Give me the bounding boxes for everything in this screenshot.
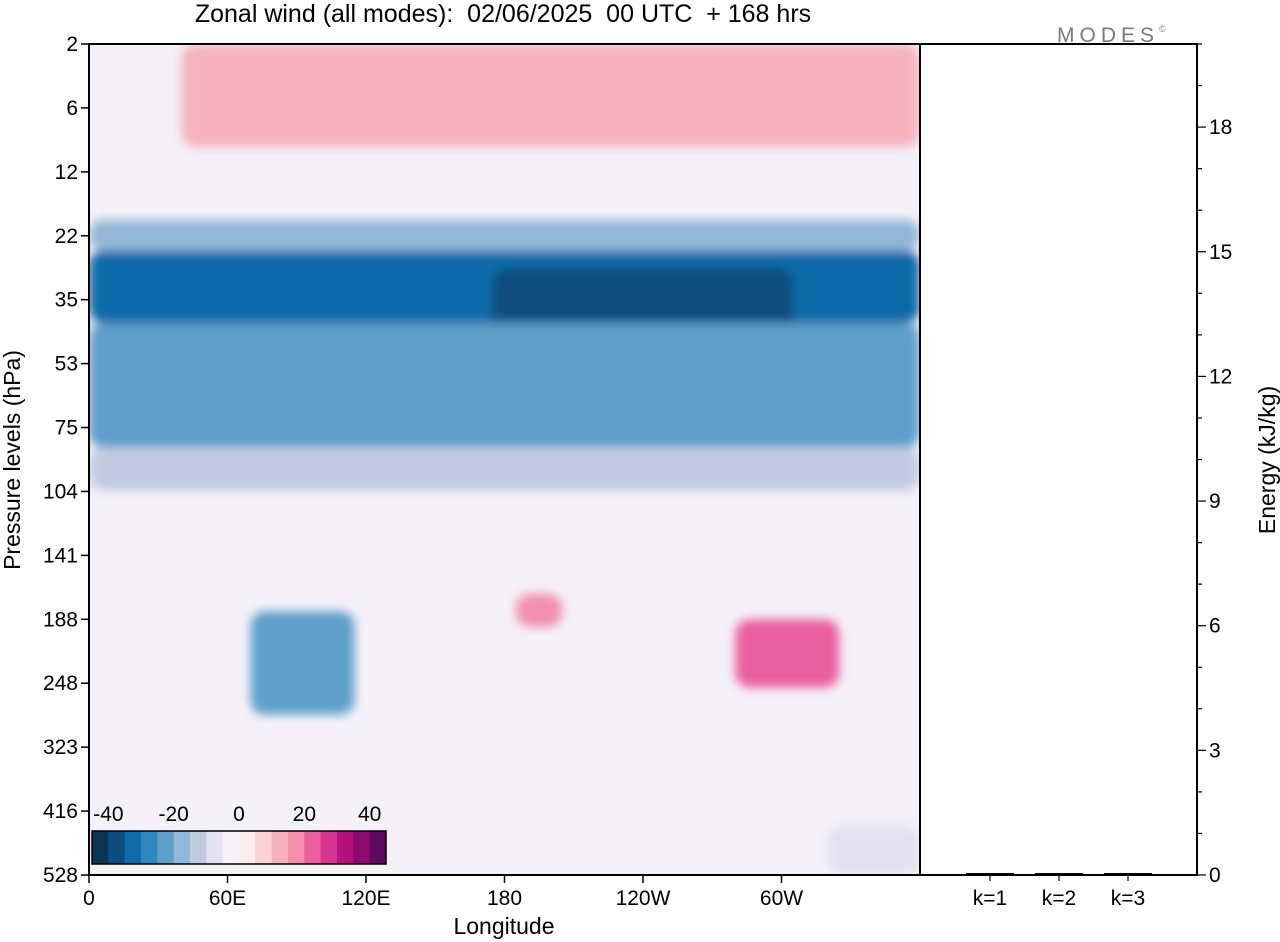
y-tick-label: 75 xyxy=(55,417,78,440)
chart-title: Zonal wind (all modes): 02/06/2025 00 UT… xyxy=(195,0,811,28)
colorbar-cell xyxy=(288,831,305,864)
colorbar-label: 0 xyxy=(233,803,245,826)
x-tick-label: 180 xyxy=(487,887,522,910)
x-tick-label: 60E xyxy=(209,887,246,910)
y-tick-label: 528 xyxy=(43,864,78,887)
y-tick-label: 323 xyxy=(43,736,78,759)
colorbar-cell xyxy=(304,831,322,864)
colorbar-cell xyxy=(206,831,224,864)
y-tick-label: 22 xyxy=(55,225,78,248)
colorbar-label: 20 xyxy=(293,803,316,826)
energy-tick-label: 6 xyxy=(1209,615,1221,638)
colorbar-label: -20 xyxy=(158,803,188,826)
y-tick-label: 12 xyxy=(55,161,78,184)
modes-logo: MODES© xyxy=(1057,24,1166,47)
y-tick-label: 53 xyxy=(55,353,78,376)
colorbar-label: 40 xyxy=(358,803,381,826)
colorbar-label: -40 xyxy=(93,803,123,826)
x-tick-label: 0 xyxy=(83,887,95,910)
wind-feature-9 xyxy=(827,825,920,875)
colorbar-cells xyxy=(92,831,387,864)
colorbar: -40 -20 0 20 40 xyxy=(91,803,387,865)
x-axis-label: Longitude xyxy=(453,913,554,939)
energy-bar xyxy=(966,873,1014,875)
energy-panel-frame xyxy=(919,43,1198,876)
colorbar-cell xyxy=(255,831,273,864)
colorbar-cell xyxy=(173,831,191,864)
y-tick-label: 416 xyxy=(43,800,78,823)
y-tick-label: 141 xyxy=(43,544,78,567)
energy-axis: 0 3 6 9 12 15 18 xyxy=(1197,43,1232,887)
energy-tick-label: 15 xyxy=(1209,241,1232,264)
energy-tick-label: 12 xyxy=(1209,365,1232,388)
colorbar-cell xyxy=(320,831,338,864)
colorbar-cell xyxy=(222,831,240,864)
colorbar-cell xyxy=(108,831,126,864)
energy-tick-label: 0 xyxy=(1209,864,1221,887)
y-tick-label: 2 xyxy=(66,33,78,56)
colorbar-cell xyxy=(141,831,158,864)
y-tick-label: 104 xyxy=(43,480,78,503)
energy-tick-label: 3 xyxy=(1209,739,1221,762)
colorbar-labels: -40 -20 0 20 40 xyxy=(93,803,381,826)
wind-feature-0 xyxy=(89,219,920,251)
colorbar-cell xyxy=(190,831,207,864)
modes-logo-mark: © xyxy=(1159,24,1166,34)
heatmap-cells xyxy=(89,44,920,875)
x-tick-label: 120E xyxy=(341,887,390,910)
energy-tick-label: 9 xyxy=(1209,490,1221,513)
colorbar-frame xyxy=(91,830,387,865)
x-tick-label: 120W xyxy=(616,887,671,910)
y-axis: 2 6 12 22 35 53 75 104 141 188 248 323 416 528 xyxy=(43,33,89,887)
y-tick-label: 248 xyxy=(43,672,78,695)
wind-feature-3 xyxy=(89,322,920,448)
energy-tick-label: 18 xyxy=(1209,116,1232,139)
y-tick-label: 6 xyxy=(66,97,78,120)
colorbar-cell xyxy=(271,831,289,864)
colorbar-cell xyxy=(337,831,354,864)
energy-bars xyxy=(966,873,1152,875)
category-label: k=3 xyxy=(1111,887,1145,910)
energy-axis-label: Energy (kJ/kg) xyxy=(1254,386,1280,534)
energy-categories: k=1 k=2 k=3 xyxy=(973,875,1145,910)
x-tick-label: 60W xyxy=(760,887,803,910)
wind-feature-4 xyxy=(89,447,920,491)
energy-bar xyxy=(1035,873,1083,875)
y-axis-label: Pressure levels (hPa) xyxy=(0,350,25,570)
colorbar-cell xyxy=(353,831,371,864)
energy-bar xyxy=(1104,873,1152,875)
y-tick-label: 35 xyxy=(55,289,78,312)
category-label: k=1 xyxy=(973,887,1007,910)
wind-feature-5 xyxy=(181,44,920,148)
category-label: k=2 xyxy=(1042,887,1076,910)
wind-feature-8 xyxy=(735,619,840,688)
colorbar-cell xyxy=(157,831,175,864)
heatmap-plot xyxy=(88,43,921,876)
colorbar-cell xyxy=(239,831,256,864)
colorbar-cell xyxy=(92,831,109,864)
energy-panel xyxy=(919,43,1198,876)
colorbar-cell xyxy=(124,831,142,864)
wind-feature-7 xyxy=(516,593,563,628)
x-axis: 0 60E 120E 180 120W 60W xyxy=(83,875,803,910)
colorbar-cell xyxy=(369,831,387,864)
wind-feature-2 xyxy=(492,268,794,335)
modes-logo-text: MODES xyxy=(1057,24,1159,47)
wind-feature-6 xyxy=(250,611,355,715)
y-tick-label: 188 xyxy=(43,608,78,631)
